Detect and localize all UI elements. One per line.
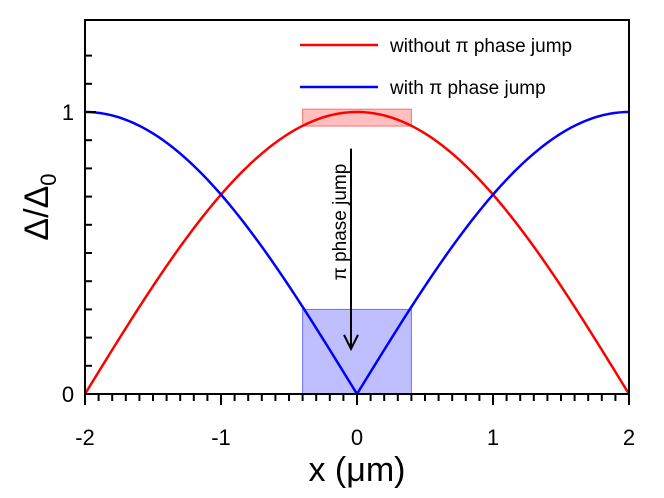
annotation-text: π phase jump xyxy=(330,164,351,281)
x-tick-label: 0 xyxy=(351,425,363,450)
y-axis-title-subscript: 0 xyxy=(36,173,61,185)
y-tick-label: 1 xyxy=(62,100,74,125)
y-tick-label: 0 xyxy=(62,382,74,407)
y-ticks: 01 xyxy=(62,54,96,407)
highlight-box-1 xyxy=(302,308,412,395)
x-ticks: -2 -1 0 1 2 xyxy=(75,394,635,450)
x-tick-label: 1 xyxy=(487,425,499,450)
legend: without π phase jump with π phase jump xyxy=(300,36,572,99)
y-axis-title-main: Δ/Δ xyxy=(18,186,56,241)
phase-jump-annotation: π phase jump xyxy=(330,148,359,352)
y-axis-title: Δ/Δ0 xyxy=(18,173,61,240)
x-tick-label: -2 xyxy=(75,425,95,450)
x-tick-label: -1 xyxy=(211,425,231,450)
legend-label-without: without π phase jump xyxy=(389,36,572,57)
highlight-box-0 xyxy=(302,108,412,127)
legend-label-with: with π phase jump xyxy=(389,78,546,99)
x-axis-title: x (μm) xyxy=(308,451,405,489)
highlight-boxes xyxy=(302,108,412,395)
series-line-0 xyxy=(83,110,631,395)
annotation-arrowhead xyxy=(343,334,359,352)
x-tick-label: 2 xyxy=(623,425,635,450)
